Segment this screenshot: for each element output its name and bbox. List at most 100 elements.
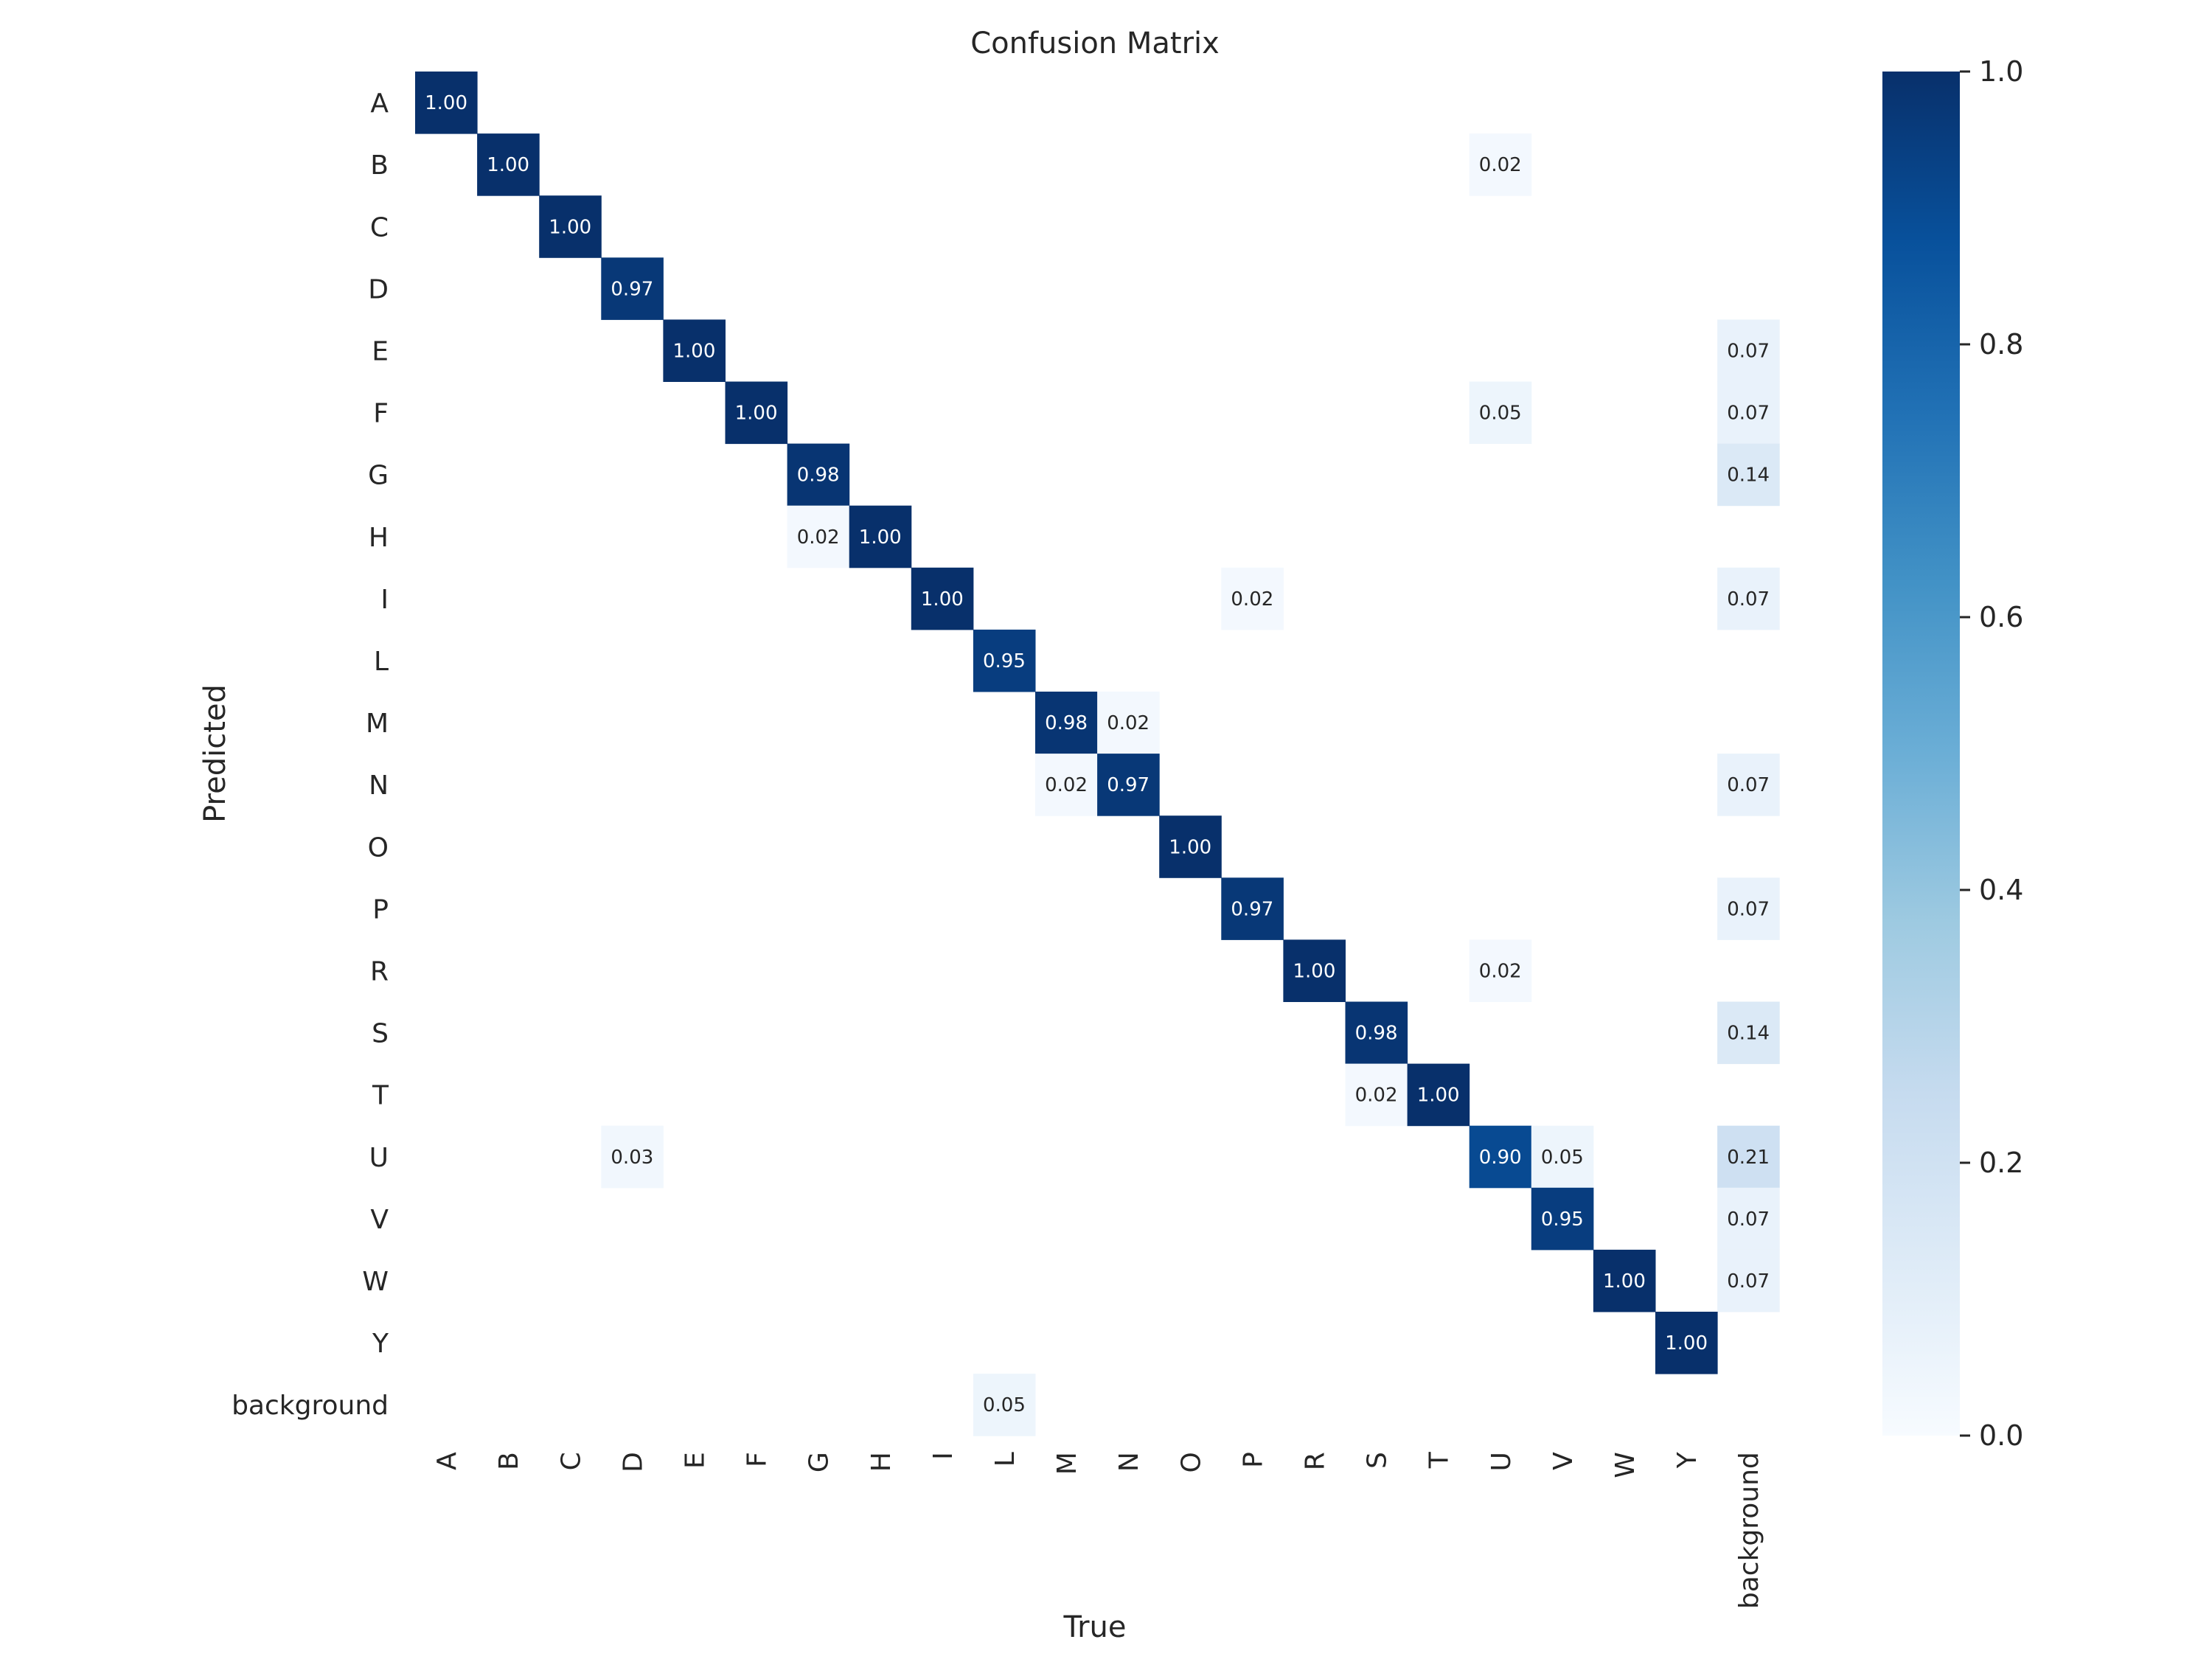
heatmap-cell [1717,443,1780,507]
heatmap-cell [1717,1187,1780,1251]
cell-value-label: 0.07 [1727,588,1770,611]
y-tick-label: W [362,1267,389,1297]
heatmap-cell [1717,381,1780,445]
cell-value-label: 0.03 [611,1147,653,1169]
colorbar-tick-label: 0.0 [1979,1419,2023,1452]
cell-value-label: 0.02 [1479,960,1522,982]
x-tick-label: D [618,1452,648,1472]
heatmap-cell [1345,1001,1408,1065]
x-tick-label: M [1052,1452,1082,1475]
y-axis-label: Predicted [198,684,232,823]
x-tick-label: Y [1672,1451,1703,1469]
heatmap-cell [787,505,850,568]
heatmap-cell [1097,754,1160,816]
heatmap-cell [1469,381,1532,445]
cell-value-label: 1.00 [549,216,591,238]
heatmap-cell [1717,567,1780,630]
x-tick-label: P [1238,1452,1268,1468]
heatmap-cell [1469,1125,1532,1189]
x-axis-label: True [1063,1610,1127,1644]
cell-value-label: 0.14 [1727,1023,1770,1045]
cell-value-label: 1.00 [859,526,902,549]
cell-value-label: 0.07 [1727,898,1770,920]
cell-value-label: 1.00 [1665,1332,1708,1354]
y-tick-label: A [370,88,389,119]
heatmap-cell [1035,754,1098,816]
cell-value-label: 0.97 [1231,898,1273,920]
y-tick-label: S [372,1019,389,1049]
heatmap-cell [1221,567,1284,630]
heatmap-cell [415,72,478,134]
y-tick-label: F [373,399,389,429]
cell-value-label: 1.00 [1603,1270,1646,1293]
x-tick-label: A [432,1452,462,1470]
y-tick-label: T [372,1081,389,1111]
heatmap-cell [1407,1063,1470,1127]
heatmap-cell [1221,877,1284,940]
heatmap-cell [1717,877,1780,940]
heatmap-cell [1469,133,1532,196]
cell-value-label: 0.02 [797,526,840,549]
cell-value-label: 0.97 [1107,774,1150,796]
cell-value-label: 1.00 [735,403,778,425]
x-tick-label: C [556,1452,586,1470]
cell-value-label: 1.00 [921,588,964,611]
cell-value-label: 0.07 [1727,340,1770,362]
y-tick-label: I [380,585,389,615]
heatmap-cell [1531,1187,1594,1251]
heatmap-cell [1593,1249,1656,1312]
x-tick-label: T [1425,1451,1455,1469]
colorbar-tick-label: 1.0 [1979,55,2023,88]
cell-value-label: 0.21 [1727,1147,1770,1169]
heatmap-cell [849,505,912,568]
heatmap-cell [1717,319,1780,382]
x-tick-label: background [1734,1452,1764,1609]
cell-value-label: 0.07 [1727,774,1770,796]
heatmap-cell [1655,1312,1718,1374]
x-tick-label: R [1300,1452,1330,1470]
x-tick-label: W [1610,1452,1641,1478]
cell-value-label: 0.98 [1045,712,1088,734]
colorbar-gradient [1882,72,1960,1436]
x-tick-label: H [866,1452,897,1472]
heatmap-cell [787,443,850,507]
x-tick-label: G [804,1452,835,1472]
heatmap-cell [1345,1063,1408,1127]
cell-value-label: 1.00 [1293,960,1336,982]
y-tick-label: M [366,709,389,739]
cell-value-label: 1.00 [1169,836,1211,858]
heatmap-cell [1717,1001,1780,1065]
y-tick-label: O [368,832,389,863]
cell-value-label: 0.98 [1355,1023,1398,1045]
heatmap-cell [1097,692,1160,754]
x-tick-label: L [990,1452,1020,1467]
y-tick-label: B [370,150,389,181]
x-tick-label: V [1548,1452,1579,1470]
colorbar-tick-label: 0.2 [1979,1147,2023,1179]
cell-value-label: 0.07 [1727,1270,1770,1293]
cell-value-label: 0.05 [1479,403,1522,425]
x-tick-label: I [928,1452,959,1460]
y-tick-label: D [368,274,389,305]
x-tick-label: E [680,1452,710,1469]
cell-value-label: 0.05 [1541,1147,1584,1169]
heatmap-cell [663,319,726,382]
heatmap-cells: 1.00 1.00 0.02 1.00 0.97 1.00 0.07 1.00 0.05 0.07… [415,72,1780,1436]
heatmap-cell [973,629,1036,692]
cell-value-label: 1.00 [673,340,716,362]
heatmap-cell [539,195,602,258]
cell-value-label: 0.02 [1231,588,1273,611]
x-tick-label: U [1486,1452,1517,1471]
colorbar-tick-label: 0.8 [1979,328,2023,361]
cell-value-label: 0.90 [1479,1147,1522,1169]
y-tick-label: L [374,647,389,677]
cell-value-label: 1.00 [1417,1085,1460,1107]
heatmap-cell [601,257,664,320]
heatmap-cell [973,1374,1036,1436]
cell-value-label: 0.98 [797,465,840,487]
y-tick-label: background [232,1391,389,1421]
y-tick-label: G [368,461,389,491]
chart-title: Confusion Matrix [970,27,1220,60]
cell-value-label: 1.00 [487,154,529,176]
